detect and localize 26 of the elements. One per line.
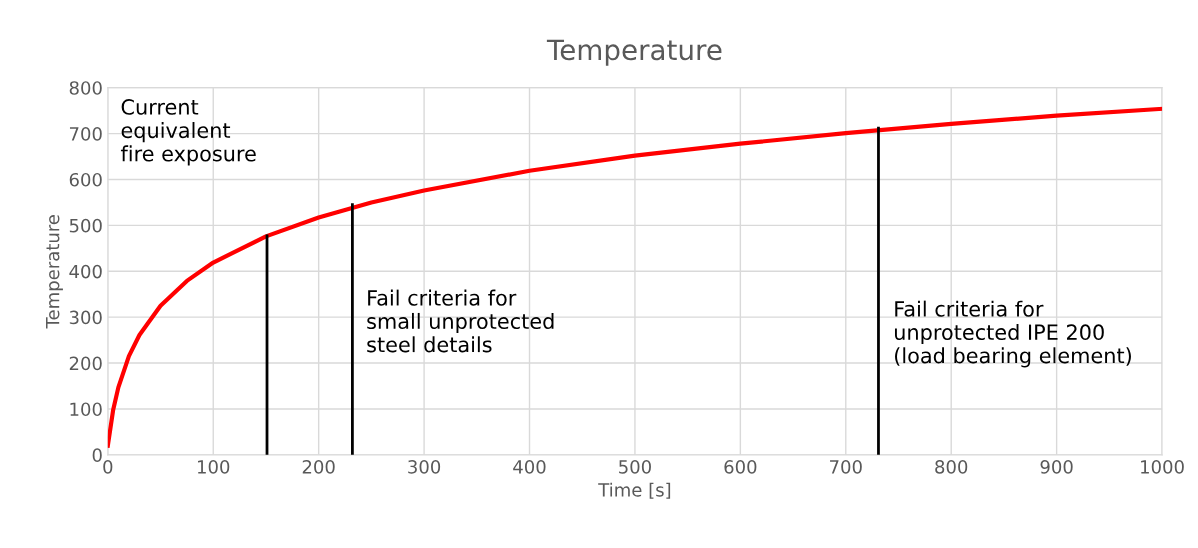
y-tick-label: 0 <box>92 448 102 462</box>
y-tick-label: 800 <box>69 81 102 95</box>
y-tick-label: 500 <box>69 218 102 233</box>
x-tick-label: 500 <box>619 460 651 474</box>
y-tick-label: 700 <box>69 127 102 141</box>
x-tick-label: 400 <box>513 460 546 474</box>
y-tick-label: 600 <box>69 172 102 187</box>
y-tick-label: 200 <box>69 356 102 371</box>
x-tick-label: 800 <box>935 460 968 474</box>
x-tick-label: 700 <box>830 460 862 474</box>
chart-title: Temperature <box>546 39 722 66</box>
x-tick-label: 300 <box>408 460 441 474</box>
annotation: Fail criteria for small unprotected steel details <box>367 289 554 353</box>
x-tick-label: 0 <box>103 460 113 474</box>
y-axis-title: Temperature <box>46 215 63 329</box>
x-tick-label: 100 <box>198 460 230 474</box>
x-tick-label: 1000 <box>1141 460 1184 474</box>
y-tick-label: 100 <box>70 402 102 417</box>
y-tick-label: 300 <box>69 310 102 325</box>
y-tick-label: 400 <box>69 264 102 279</box>
x-tick-label: 600 <box>724 460 757 474</box>
x-axis-title: Time [s] <box>598 482 671 499</box>
annotation: Current equivalent fire exposure <box>120 99 256 166</box>
annotation: Fail criteria for unprotected IPE 200 (load bearing element) <box>895 300 1131 368</box>
x-tick-label: 200 <box>302 460 335 474</box>
x-tick-label: 900 <box>1040 460 1073 474</box>
